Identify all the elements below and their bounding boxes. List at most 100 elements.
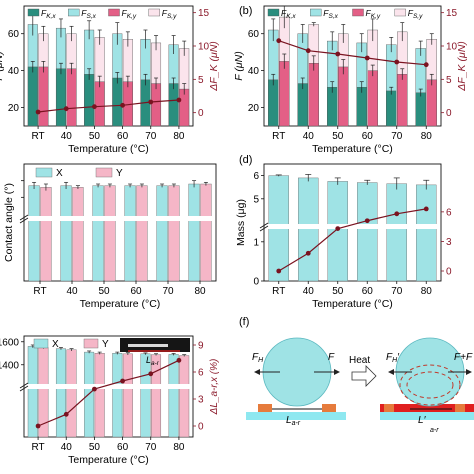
bar-e-X-1 (55, 348, 66, 438)
y2-tick-label-e-3: 9 (198, 341, 204, 352)
x-axis-title-d: Temperature (°C) (312, 298, 393, 310)
bar-e-X-3 (112, 353, 123, 438)
x-tick-label-a-2: 50 (89, 131, 101, 142)
bar-a-F_K,x-1 (55, 68, 66, 127)
line-point-d-5 (423, 206, 429, 212)
x-axis-title-e: Temperature (°C) (68, 454, 149, 466)
bar-c-X-0 (28, 185, 40, 282)
line-point-d-2 (335, 226, 341, 232)
y-tick-label-d-1: 6 (253, 171, 259, 182)
line-point-e-3 (120, 378, 125, 384)
bar-e-X-4 (140, 353, 151, 438)
y2-tick-label-a-1: 5 (198, 75, 204, 86)
y2-tick-label-d-1: 3 (446, 237, 452, 248)
legend-swatch-b-1 (310, 8, 322, 17)
bar-a-F_K,y-1 (66, 68, 77, 127)
bar-c-X-2 (92, 185, 104, 282)
bar-b-F_K,x-1 (297, 83, 308, 127)
x-tick-label-a-5: 80 (173, 131, 185, 142)
axis-break-band-d (264, 224, 441, 229)
bar-b-F_K,x-5 (415, 92, 426, 127)
heat-arrow (351, 365, 377, 387)
label-fh-right: FH′ (386, 352, 400, 364)
bar-e-X-0 (27, 346, 38, 438)
axis-break-mark-d-1 (259, 222, 269, 229)
delta-point-a-1 (63, 106, 69, 112)
legend-label-b-1: FS,x (323, 8, 338, 20)
bar-c-Y-4 (168, 185, 180, 282)
axis-break-mark-c-2 (19, 217, 29, 224)
y-tick-label-lower-d-0: 0 (253, 277, 259, 288)
legend-label-b-2: FK,y (366, 8, 381, 20)
y2-tick-label-a-2: 10 (198, 42, 210, 53)
bar-a-F_K,x-3 (112, 77, 123, 127)
y-axis-title-c: Contact angle (°) (3, 183, 15, 262)
panel-c: RT 40 50 60 70 80 X Y Temperature (°C) Contact an… (3, 163, 217, 310)
legend-swatch-e-1 (83, 338, 99, 349)
axis-break-band-e (24, 384, 193, 389)
plot-frame-a (23, 5, 194, 127)
x-tick-label-b-2: 50 (332, 131, 344, 142)
x-tick-label-b-1: 40 (303, 131, 315, 142)
delta-point-a-2 (92, 104, 97, 110)
axis-break-band-c (24, 216, 216, 221)
legend-label-e-1: Y (102, 339, 109, 350)
line-point-e-0 (35, 423, 41, 429)
y2-tick-label-e-1: 3 (198, 395, 204, 406)
x-tick-label-a-0: RT (32, 131, 45, 142)
bar-a-F_K,x-0 (27, 66, 38, 127)
delta-point-b-4 (394, 59, 400, 65)
legend-swatch-e-0 (33, 338, 49, 349)
label-l-right-sub: a-r (430, 427, 439, 434)
legend-label-e-0: X (52, 339, 59, 350)
heater-strip (380, 404, 474, 412)
x-tick-label-d-2: 50 (332, 286, 344, 297)
plot-frame-e (23, 335, 194, 438)
bar-b-F_K,y-1 (308, 63, 319, 127)
x-tick-label-d-4: 70 (391, 286, 403, 297)
inset-droplet-e (128, 344, 168, 347)
bar-c-Y-1 (72, 187, 84, 282)
y2-axis-title-a: ΔF_K (μN) (208, 41, 220, 92)
bar-b-F_K,y-3 (367, 70, 378, 127)
substrate-left (246, 412, 346, 420)
legend-swatch-a-2 (108, 8, 120, 17)
y-tick-label-b-0: 20 (248, 103, 260, 114)
inset-label-e: La-r (146, 355, 160, 367)
panel-label-f: (f) (239, 316, 249, 328)
y-tick-label-d-0: 5 (253, 194, 259, 205)
legend-swatch-a-0 (27, 8, 40, 17)
bar-a-F_K,x-5 (168, 83, 179, 127)
bar-d-5 (416, 184, 437, 282)
legend-swatch-b-2 (352, 8, 364, 17)
y-axis-title-a: F (μN) (0, 51, 5, 80)
panel-f-schematic: (f) FH F La-r Heat FH′ F+F L′ a-r (239, 316, 474, 434)
bar-b-F_K,y-4 (397, 74, 408, 127)
legend-swatch-c-0 (35, 167, 53, 178)
delta-point-a-4 (148, 99, 154, 105)
legend-label-a-0: FK,x (41, 8, 56, 20)
bar-d-2 (327, 181, 348, 282)
y-tick-label-b-2: 60 (248, 29, 260, 40)
delta-point-a-3 (120, 102, 125, 108)
x-tick-label-e-0: RT (32, 442, 45, 453)
y-tick-label-a-2: 60 (8, 29, 20, 40)
plot-frame-c (23, 163, 217, 282)
line-point-e-5 (176, 357, 182, 363)
panel-label-b: (b) (239, 5, 252, 17)
x-tick-label-e-3: 60 (117, 442, 129, 453)
delta-point-b-5 (423, 62, 429, 68)
line-point-d-1 (305, 250, 311, 256)
axis-break-mark-e-1 (19, 382, 29, 389)
bar-d-1 (298, 177, 319, 282)
x-tick-label-c-5: 80 (194, 286, 206, 297)
label-f-sum-right: F+F (454, 352, 473, 363)
line-e (37, 359, 180, 427)
bar-c-Y-3 (136, 185, 148, 282)
droplet-outline-dashed-inner (406, 371, 454, 399)
bar-a-F_K,x-2 (84, 74, 95, 127)
line-point-e-2 (92, 386, 97, 392)
y2-tick-label-d-2: 6 (446, 207, 452, 218)
